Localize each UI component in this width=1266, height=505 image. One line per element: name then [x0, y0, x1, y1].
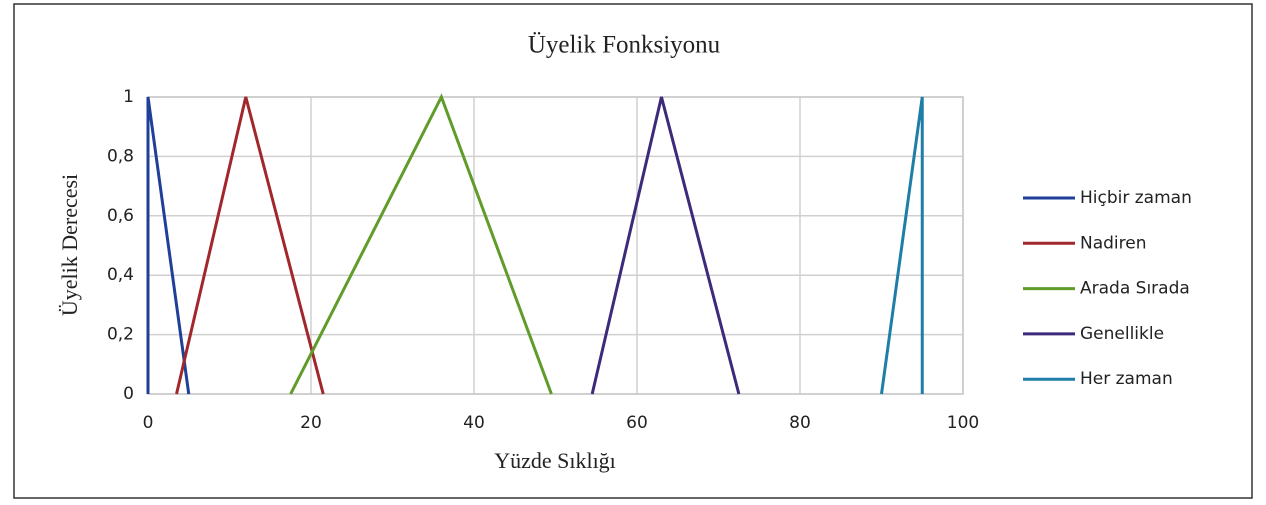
y-axis-title: Üyelik Derecesi [57, 174, 82, 316]
x-tick-label: 100 [947, 413, 979, 433]
y-tick-label: 0,6 [107, 206, 134, 226]
x-tick-label: 40 [463, 413, 485, 433]
y-tick-label: 0,2 [107, 325, 134, 345]
legend-label: Arada Sırada [1080, 279, 1190, 299]
series-line [590, 96, 741, 395]
legend-label: Hiçbir zaman [1080, 188, 1192, 208]
chart-title: Üyelik Fonksiyonu [528, 32, 721, 59]
x-tick-label: 80 [789, 413, 811, 433]
series-line [146, 96, 191, 395]
y-tick-label: 0 [123, 384, 134, 404]
y-tick-label: 1 [123, 87, 134, 107]
x-tick-label: 0 [143, 413, 154, 433]
y-tick-label: 0,8 [107, 146, 134, 166]
series-line [880, 96, 924, 395]
x-tick-label: 60 [626, 413, 648, 433]
chart-frame [13, 3, 1253, 499]
legend-label: Genellikle [1080, 324, 1164, 344]
y-tick-label: 0,4 [107, 265, 134, 285]
x-axis-title: Yüzde Sıklığı [494, 448, 616, 473]
legend-label: Her zaman [1080, 369, 1173, 389]
series-line [289, 93, 553, 395]
series-line [175, 96, 325, 395]
x-tick-label: 20 [300, 413, 322, 433]
legend-label: Nadiren [1080, 233, 1147, 253]
